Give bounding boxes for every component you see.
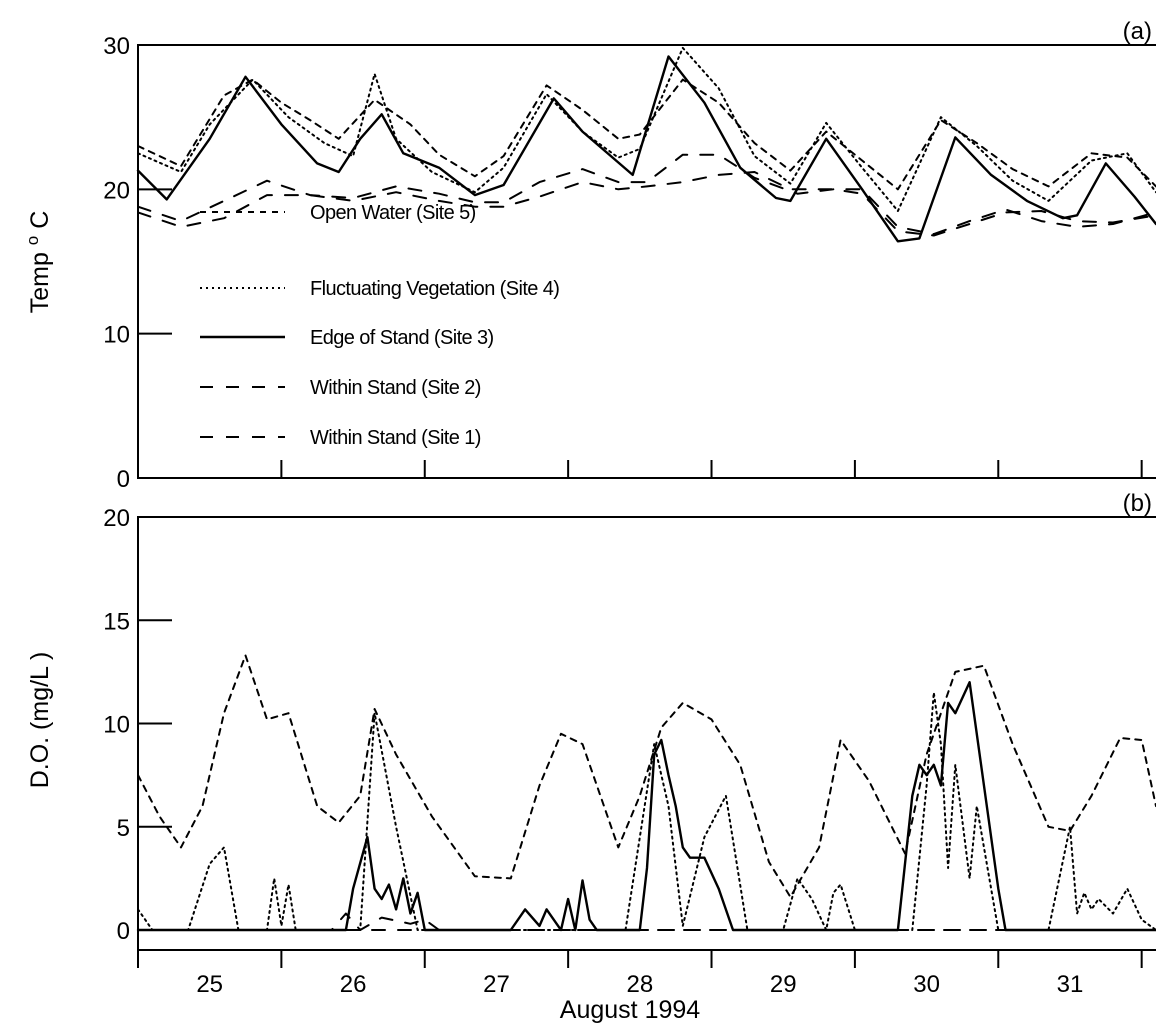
series-line-a-fluctuating-vegetation-site-4-1 [137, 46, 1156, 212]
y-tick-label-5: 5 [117, 815, 130, 842]
series-line-a-within-stand-site-2-3 [137, 153, 1156, 236]
legend-label-fluctuating-vegetation-site-4-1: Fluctuating Vegetation (Site 4) [310, 278, 559, 300]
y-tick-label-20: 20 [103, 177, 130, 204]
y-tick-label-20: 20 [103, 505, 130, 532]
x-axis-title: August 1994 [560, 996, 700, 1024]
temperature-series [136, 46, 1156, 243]
temperature-panel: (a) Temp o C 0 10 20 30 Open Water (Site 5)… [16, 18, 1156, 493]
series-line-a-open-water-site-5-0 [137, 78, 1156, 191]
temperature-plot-frame [137, 44, 1156, 479]
dissolved-oxygen-panel: (b) D.O. (mg/L ) 0 5 10 15 20 25 26 27 28 29 30 31… [26, 490, 1156, 1024]
series-line-a-edge-of-stand-site-3-2 [136, 55, 1156, 243]
legend-label-open-water-site-5-0: Open Water (Site 5) [310, 202, 476, 224]
series-line-a-within-stand-site-1-4 [137, 171, 1156, 237]
series-line-b-open-water-site-5-0 [137, 654, 1156, 898]
y-tick-label-10: 10 [103, 322, 130, 349]
y-tick-label-0: 0 [117, 918, 130, 945]
temperature-x-ticks [280, 460, 1143, 478]
series-line-b-fluctuating-vegetation-site-4-1 [137, 691, 1156, 931]
legend-label-within-stand-site-2-3: Within Stand (Site 2) [310, 377, 481, 399]
y-tick-label-15: 15 [103, 608, 130, 635]
temperature-y-axis-title-degree: o [23, 236, 42, 245]
dissolved-oxygen-y-axis-title: D.O. (mg/L ) [26, 652, 54, 789]
x-tick-label-26: 26 [340, 971, 367, 998]
x-tick-label-25: 25 [196, 971, 223, 998]
x-tick-label-31: 31 [1057, 971, 1084, 998]
temperature-y-axis-title-unit: C [26, 211, 54, 229]
x-axis-ticks: 25 26 27 28 29 30 31 [137, 950, 1143, 998]
x-tick-label-29: 29 [770, 971, 797, 998]
legend: Open Water (Site 5) Fluctuating Vegetatio… [200, 202, 560, 449]
dissolved-oxygen-series [136, 654, 1156, 932]
x-tick-label-28: 28 [626, 971, 653, 998]
dissolved-oxygen-plot-frame [137, 516, 1156, 951]
series-line-b-within-stand-site-2-3 [137, 912, 1156, 931]
series-line-b-edge-of-stand-site-3-2 [136, 681, 1156, 932]
temperature-y-axis-title-main: Temp [26, 252, 54, 313]
legend-label-within-stand-site-1-4: Within Stand (Site 1) [310, 427, 481, 449]
y-tick-label-0: 0 [117, 466, 130, 493]
x-tick-label-27: 27 [483, 971, 510, 998]
dissolved-oxygen-panel-label: (b) [1123, 490, 1152, 517]
dissolved-oxygen-y-ticks: 0 5 10 15 20 [103, 505, 172, 945]
x-tick-label-30: 30 [913, 971, 940, 998]
temperature-panel-label: (a) [1123, 18, 1152, 45]
temperature-y-axis-title: Temp o C [16, 211, 54, 314]
temperature-y-ticks: 0 10 20 30 [103, 33, 172, 493]
legend-label-edge-of-stand-site-3-2: Edge of Stand (Site 3) [310, 327, 494, 349]
y-tick-label-10: 10 [103, 712, 130, 739]
y-tick-label-30: 30 [103, 33, 130, 60]
